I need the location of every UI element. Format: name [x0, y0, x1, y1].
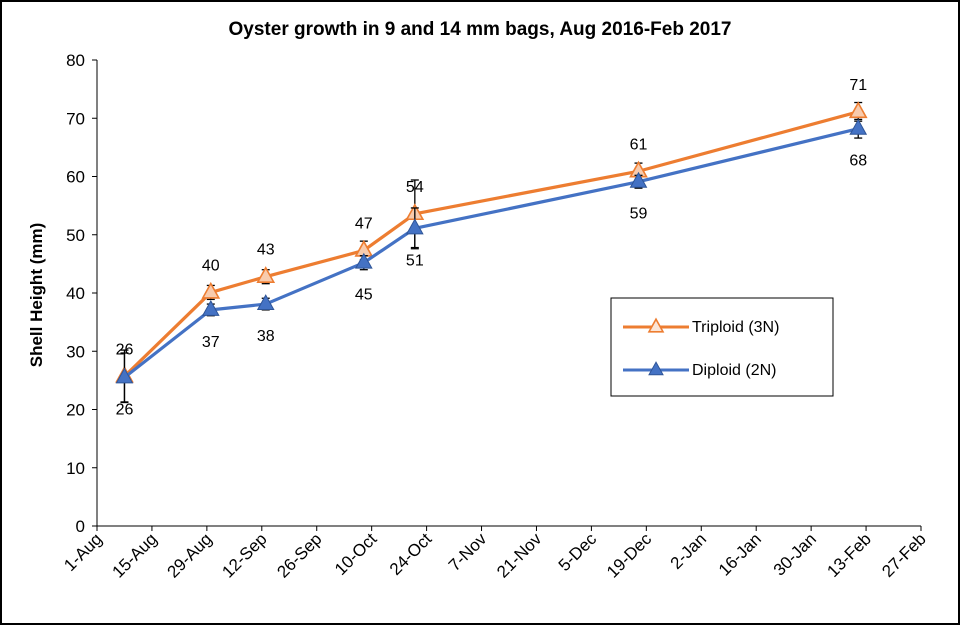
data-label: 43	[257, 242, 275, 259]
y-tick-label: 40	[66, 284, 85, 303]
y-tick-label: 60	[66, 168, 85, 187]
legend-label-diploid: Diploid (2N)	[692, 362, 776, 379]
x-tick-label: 16-Jan	[715, 529, 765, 579]
x-tick-label: 24-Oct	[386, 529, 436, 579]
y-tick-label: 80	[66, 51, 85, 70]
data-label: 37	[202, 334, 220, 351]
x-tick-label: 2-Jan	[667, 529, 711, 573]
x-tick-label: 1-Aug	[60, 529, 106, 575]
y-tick-labels: 0 10 20 30 40 50 60 70 80	[66, 51, 85, 536]
chart-title: Oyster growth in 9 and 14 mm bags, Aug 2…	[229, 19, 732, 40]
y-axis-label: Shell Height (mm)	[27, 223, 46, 368]
data-label: 40	[202, 257, 220, 274]
x-tick-label: 13-Feb	[823, 529, 875, 581]
y-tick-label: 70	[66, 109, 85, 128]
x-tick-label: 19-Dec	[603, 529, 656, 582]
data-label: 26	[116, 401, 134, 418]
data-label: 26	[116, 341, 134, 358]
y-tick-label: 0	[76, 517, 85, 536]
data-point	[201, 299, 220, 316]
data-point	[848, 101, 868, 119]
data-label: 38	[257, 328, 275, 345]
data-label: 51	[406, 252, 424, 269]
x-tick-labels: 1-Aug 15-Aug 29-Aug 12-Sep 26-Sep 10-Oct 24-Oc…	[60, 529, 930, 582]
series-0: 26 40 43 47 54 61 71	[115, 77, 868, 404]
legend: Triploid (3N) Diploid (2N)	[610, 297, 834, 397]
x-tick-label: 7-Nov	[445, 529, 491, 575]
data-point	[256, 294, 275, 311]
x-tick-label: 12-Sep	[218, 529, 270, 581]
series-1: 26 37 38 45 51 59 68	[115, 118, 868, 418]
data-label: 61	[630, 136, 648, 153]
legend-marker-diploid	[648, 361, 664, 376]
y-tick-label: 30	[66, 342, 85, 361]
y-tick-label: 50	[66, 226, 85, 245]
x-tick-label: 29-Aug	[163, 529, 215, 581]
data-point	[201, 281, 221, 299]
data-label: 54	[406, 179, 424, 196]
data-label: 68	[849, 153, 867, 170]
axes	[92, 59, 922, 531]
legend-marker-triploid	[647, 317, 665, 333]
legend-box	[610, 297, 834, 397]
data-point	[849, 118, 868, 135]
x-tick-label: 26-Sep	[273, 529, 325, 581]
data-point	[354, 252, 373, 269]
data-point	[629, 171, 648, 188]
data-point	[405, 218, 424, 235]
data-label: 71	[849, 77, 867, 94]
x-tick-label: 27-Feb	[878, 529, 930, 581]
data-label: 47	[355, 215, 373, 232]
x-tick-label: 10-Oct	[331, 529, 381, 579]
y-tick-label: 20	[66, 401, 85, 420]
series-layer: 26 40 43 47 54 61 71 26 37 38 45 51 59 68	[115, 77, 868, 418]
data-label: 45	[355, 287, 373, 304]
legend-label-triploid: Triploid (3N)	[692, 319, 779, 336]
y-tick-label: 10	[66, 459, 85, 478]
x-tick-label: 21-Nov	[493, 529, 546, 582]
data-label: 59	[630, 206, 648, 223]
x-tick-label: 30-Jan	[770, 529, 820, 579]
x-tick-label: 15-Aug	[109, 529, 161, 581]
x-tick-label: 5-Dec	[555, 529, 601, 575]
data-point	[256, 266, 276, 283]
data-point	[115, 367, 134, 384]
